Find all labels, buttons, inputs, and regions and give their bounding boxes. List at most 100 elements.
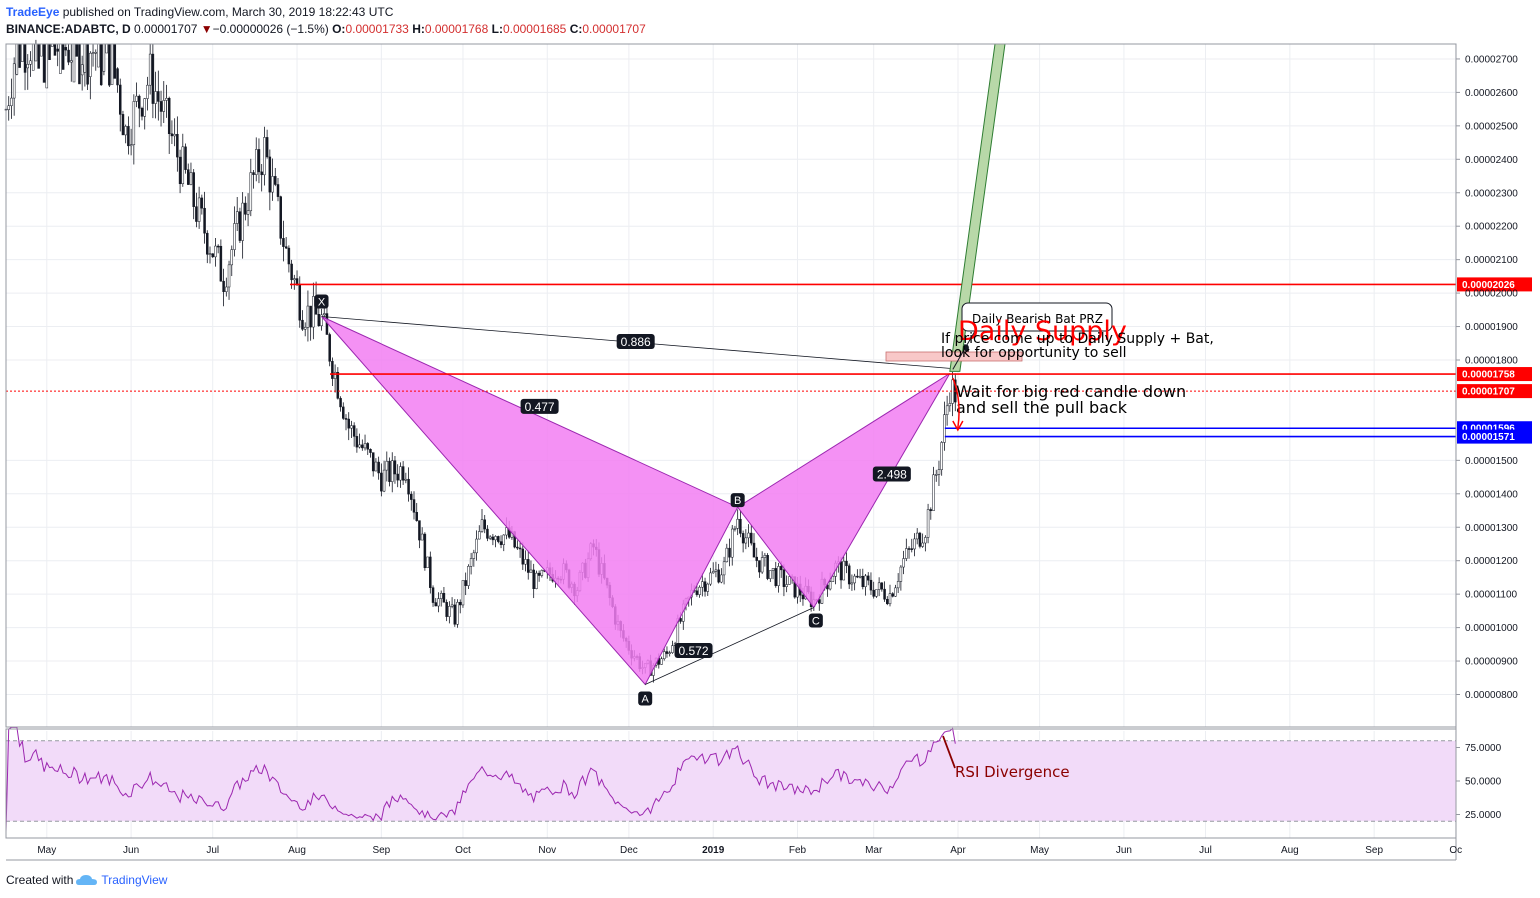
publish-text: published on TradingView.com, March 30, … — [59, 5, 394, 19]
candle-body — [200, 197, 204, 209]
plan-note-line2: look for opportunity to sell — [941, 345, 1126, 361]
candle-body — [668, 652, 671, 654]
ratio-label-text: 0.572 — [679, 644, 709, 658]
candle-body — [203, 207, 206, 234]
time-tick-label: Apr — [950, 845, 966, 856]
candle-body — [728, 547, 731, 558]
tradingview-link[interactable]: TradingView — [101, 873, 168, 887]
candle-body — [252, 172, 255, 175]
candle-body — [763, 555, 767, 558]
candle-body — [875, 589, 878, 597]
candle-body — [714, 569, 718, 572]
ratio-label-bg — [872, 466, 911, 482]
level-price-tag — [1457, 384, 1532, 399]
candle-body — [856, 575, 859, 578]
point-label-text: A — [642, 693, 650, 705]
candle-body — [524, 559, 527, 565]
publish-info: TradeEye published on TradingView.com, M… — [6, 5, 393, 19]
time-tick-label: Dec — [620, 845, 638, 856]
candle-body — [56, 48, 59, 52]
low-label: L: — [491, 22, 503, 36]
candle-body — [219, 245, 223, 282]
candle-body — [282, 238, 285, 247]
candle-body — [10, 97, 13, 107]
candle-body — [739, 518, 742, 534]
ac-line — [645, 607, 815, 685]
candle-body — [263, 137, 266, 176]
candle-body — [157, 91, 160, 102]
candle-body — [741, 533, 745, 544]
candle-body — [15, 43, 19, 75]
candle-body — [448, 606, 451, 617]
candle-body — [94, 51, 98, 54]
candle-body — [317, 314, 321, 327]
candle-body — [214, 245, 217, 258]
candle-body — [671, 645, 674, 653]
candle-body — [165, 97, 168, 101]
candle-body — [665, 651, 669, 654]
candle-body — [26, 64, 30, 69]
candle-body — [328, 334, 331, 362]
candle-body — [818, 599, 821, 604]
price-tick-label: 0.00002300 — [1465, 188, 1518, 199]
candle-body — [750, 532, 753, 544]
price-tick-label: 0.00001300 — [1465, 523, 1518, 534]
candle-body — [72, 43, 76, 83]
candle-body — [535, 572, 538, 589]
rsi-line — [5, 726, 956, 832]
candle-body — [872, 589, 875, 597]
candle-body — [891, 593, 894, 597]
candle-body — [469, 558, 473, 567]
candle-body — [23, 43, 27, 73]
price-series — [4, 39, 957, 683]
candle-body — [388, 460, 391, 482]
candle-body — [320, 314, 323, 327]
candle-body — [216, 245, 220, 248]
rsi-tick-label: 25.0000 — [1465, 810, 1502, 821]
price-tick-label: 0.00002500 — [1465, 121, 1518, 132]
candle-body — [271, 176, 274, 193]
price-tick-label: 0.00001800 — [1465, 356, 1518, 367]
candle-body — [59, 43, 62, 74]
candle-body — [951, 379, 954, 404]
candle-body — [518, 547, 522, 550]
candle-body — [445, 602, 448, 617]
time-tick-label: Jun — [1116, 845, 1132, 856]
candle-body — [7, 105, 10, 110]
candle-body — [75, 43, 78, 57]
candle-body — [322, 313, 326, 316]
ratio-label-text: 0.477 — [525, 400, 555, 414]
level-price-tag — [1457, 367, 1532, 382]
candle-body — [828, 581, 832, 590]
candle-body — [407, 478, 410, 495]
candle-body — [132, 101, 136, 145]
candle-body — [29, 60, 32, 65]
level-price-text: 0.00001758 — [1462, 370, 1515, 381]
price-levels: 0.00002026 0.00001758 0.00001707 0.00001596… — [6, 277, 1532, 444]
time-tick-label: Jul — [206, 845, 219, 856]
price-tick-label: 0.00001500 — [1465, 456, 1518, 467]
candle-body — [526, 559, 530, 573]
price-tick-label: 0.00002100 — [1465, 255, 1518, 266]
candle-body — [80, 64, 84, 76]
ratio-label-text: 0.886 — [621, 335, 651, 349]
candle-body — [70, 60, 73, 63]
rsi-divergence-label: RSI Divergence — [955, 763, 1070, 781]
candle-body — [722, 561, 726, 576]
candle-body — [864, 575, 867, 588]
candle-body — [880, 582, 884, 590]
candle-body — [709, 572, 712, 585]
price-tick-label: 0.00002700 — [1465, 54, 1518, 65]
author-link[interactable]: TradeEye — [6, 5, 60, 19]
point-label-bg — [808, 613, 823, 628]
candle-body — [410, 493, 413, 500]
candle-body — [331, 361, 334, 379]
candle-body — [725, 547, 729, 563]
candle-body — [758, 560, 761, 573]
candle-body — [747, 532, 750, 539]
candle-body — [782, 569, 786, 587]
candle-body — [478, 531, 481, 540]
